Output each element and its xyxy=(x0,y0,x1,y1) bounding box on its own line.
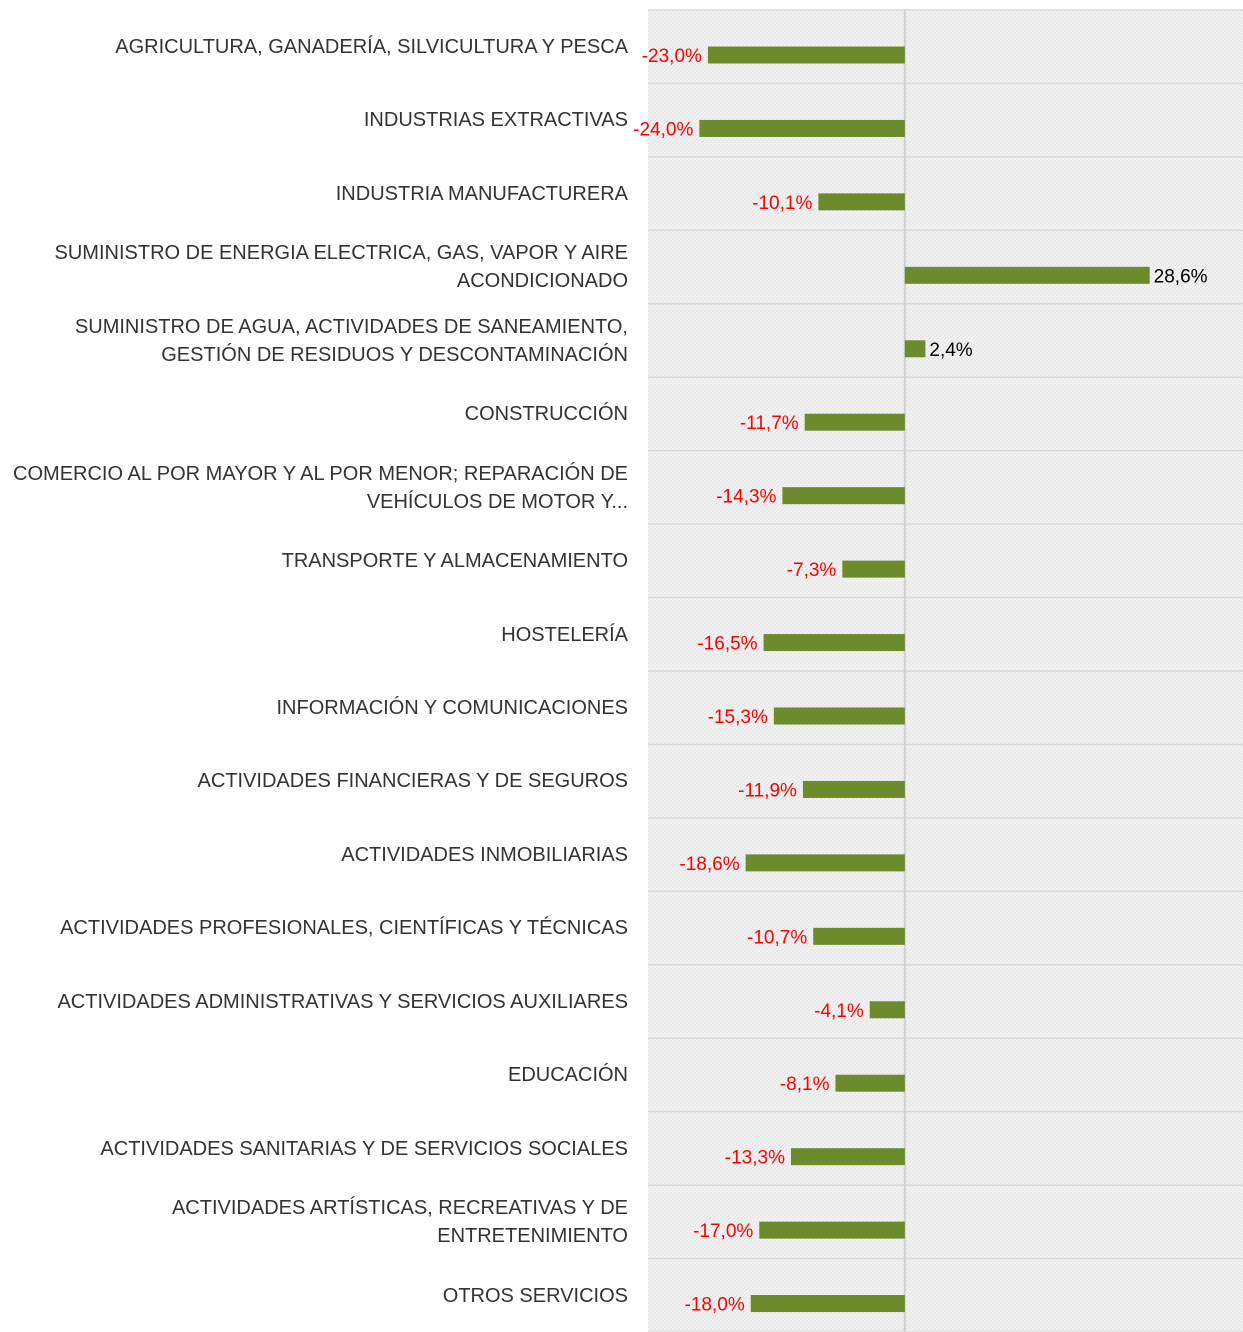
bar xyxy=(802,780,905,798)
category-label: ACTIVIDADES SANITARIAS Y DE SERVICIOS SO… xyxy=(100,1137,628,1160)
bar xyxy=(869,1001,905,1019)
category-label: HOSTELERÍA xyxy=(501,623,628,646)
category-label: TRANSPORTE Y ALMACENAMIENTO xyxy=(281,550,628,573)
category-label: ACTIVIDADES ARTÍSTICAS, RECREATIVAS Y DE… xyxy=(171,1197,628,1248)
bar xyxy=(759,1221,905,1239)
data-label: -18,6% xyxy=(679,854,739,875)
data-label: -24,0% xyxy=(633,119,693,140)
data-label: -13,3% xyxy=(725,1148,785,1169)
category-label: SUMINISTRO DE AGUA, ACTIVIDADES DE SANEA… xyxy=(74,315,628,366)
bar xyxy=(699,119,905,137)
category-label: CONSTRUCCIÓN xyxy=(464,403,628,426)
category-label: INDUSTRIAS EXTRACTIVAS xyxy=(363,109,628,132)
bar xyxy=(804,413,905,431)
data-label: -17,0% xyxy=(693,1221,753,1242)
bar xyxy=(790,1148,905,1166)
category-label: ACTIVIDADES PROFESIONALES, CIENTÍFICAS Y… xyxy=(60,917,628,940)
bar xyxy=(782,487,905,505)
data-label: -4,1% xyxy=(814,1001,864,1022)
bar xyxy=(745,854,905,872)
data-label: -15,3% xyxy=(708,707,768,728)
data-label: -10,7% xyxy=(747,927,807,948)
data-label: -23,0% xyxy=(642,46,702,67)
bar xyxy=(904,266,1150,284)
bar xyxy=(904,340,926,358)
category-label: OTROS SERVICIOS xyxy=(442,1284,628,1307)
data-label: -8,1% xyxy=(780,1074,830,1095)
bar xyxy=(813,927,905,945)
bar xyxy=(763,634,905,652)
data-label: -11,9% xyxy=(738,780,797,801)
data-label: -10,1% xyxy=(752,193,812,214)
bar xyxy=(835,1074,905,1092)
data-label: -14,3% xyxy=(716,487,776,508)
bar xyxy=(773,707,905,725)
data-label: 2,4% xyxy=(929,340,972,361)
bar xyxy=(818,193,905,211)
category-label: ACTIVIDADES ADMINISTRATIVAS Y SERVICIOS … xyxy=(57,990,628,1013)
data-label: -11,7% xyxy=(740,413,799,434)
bar xyxy=(842,560,905,578)
category-label: ACTIVIDADES FINANCIERAS Y DE SEGUROS xyxy=(197,770,628,793)
data-label: -7,3% xyxy=(787,560,837,581)
bar xyxy=(750,1295,905,1313)
category-label: SUMINISTRO DE ENERGIA ELECTRICA, GAS, VA… xyxy=(54,242,628,293)
category-label: INDUSTRIA MANUFACTURERA xyxy=(335,182,628,205)
data-label: -16,5% xyxy=(697,634,757,655)
category-label: INFORMACIÓN Y COMUNICACIONES xyxy=(276,697,628,719)
bar xyxy=(707,46,905,64)
category-label: AGRICULTURA, GANADERÍA, SILVICULTURA Y P… xyxy=(115,36,628,58)
category-label: EDUCACIÓN xyxy=(507,1064,628,1087)
category-label: COMERCIO AL POR MAYOR Y AL POR MENOR; RE… xyxy=(13,462,628,513)
category-label: ACTIVIDADES INMOBILIARIAS xyxy=(341,843,628,866)
data-label: 28,6% xyxy=(1154,266,1208,287)
data-label: -18,0% xyxy=(685,1295,745,1316)
